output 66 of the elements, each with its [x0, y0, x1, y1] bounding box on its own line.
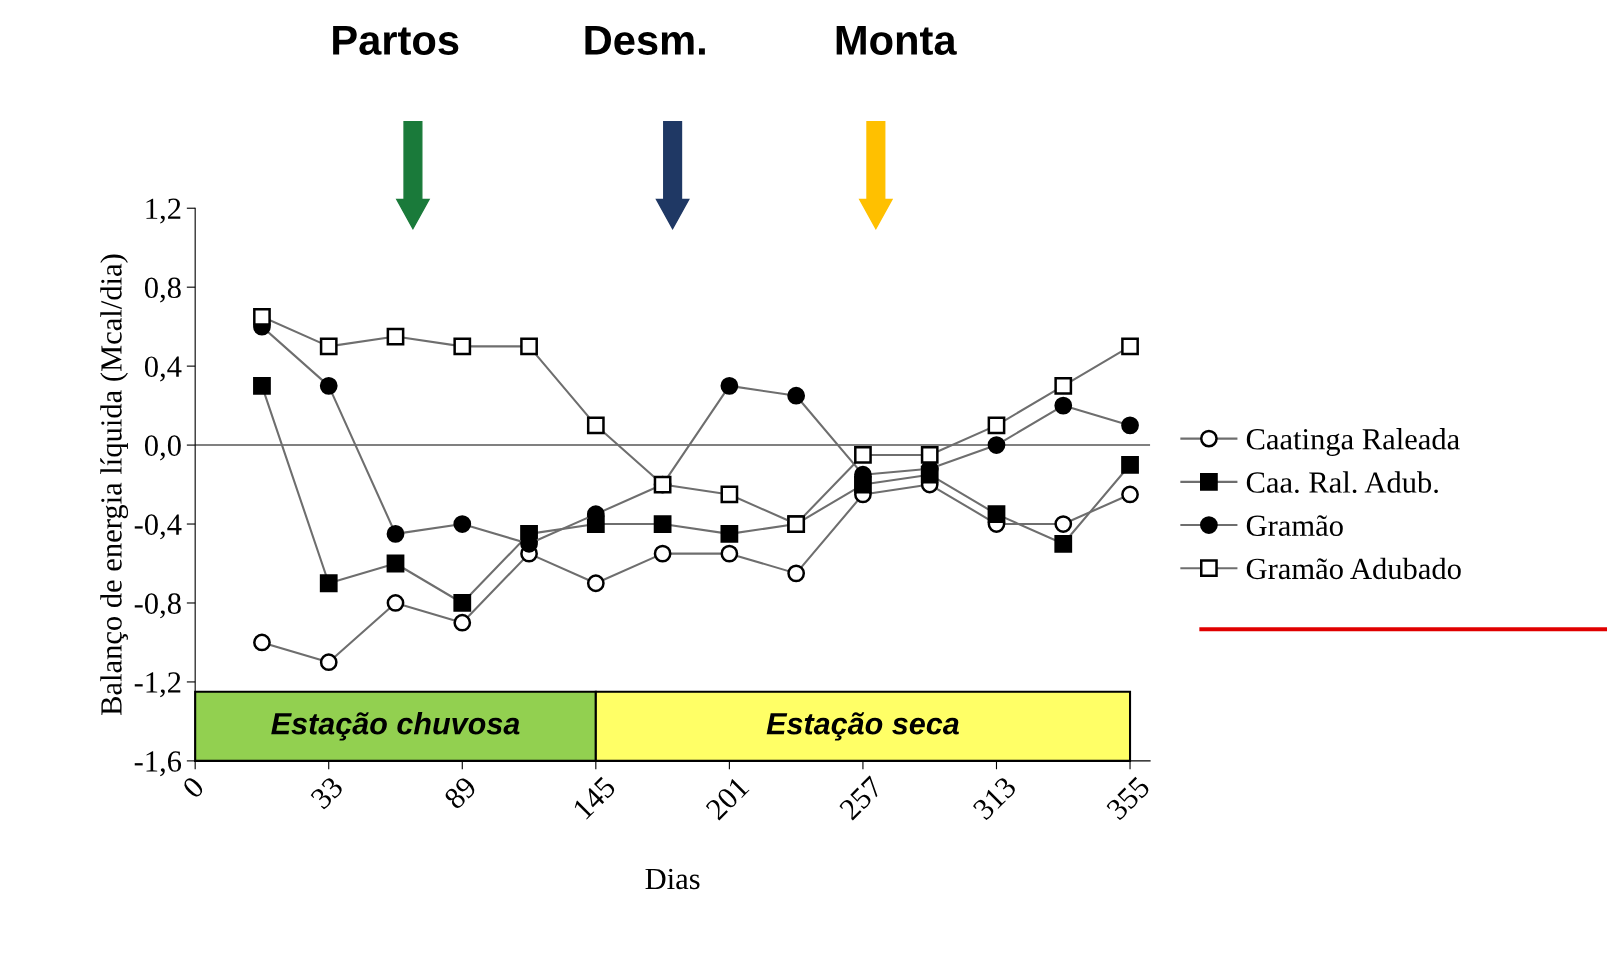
point [720, 376, 739, 395]
band-label: Estação chuvosa [271, 712, 520, 741]
y-axis-title: Balanço de energia líquida (Mcal/dia) [100, 254, 129, 716]
legend-label: Caa. Ral. Adub. [1246, 471, 1438, 493]
point [453, 594, 472, 612]
point [720, 544, 739, 563]
x-tick-label: 313 [972, 775, 1018, 821]
text: Desm. [585, 25, 705, 55]
x-tick-label: 33 [309, 775, 345, 810]
point [1054, 515, 1073, 533]
point [987, 416, 1006, 435]
point [386, 525, 405, 543]
point [386, 327, 405, 346]
point [586, 574, 605, 593]
x-tick-label: 89 [443, 775, 478, 811]
legend-label: Caatinga Raleada [1246, 428, 1460, 456]
point [1121, 416, 1139, 435]
point [653, 515, 672, 533]
point [253, 633, 271, 652]
y-tick-label: -1,2 [134, 672, 181, 698]
point [386, 554, 405, 573]
legend-label: Gramão Adubado [1246, 557, 1461, 580]
text: Monta [836, 25, 957, 55]
point [987, 436, 1006, 454]
band-label: Estação seca [766, 712, 959, 741]
point [253, 307, 271, 326]
point [1121, 455, 1139, 474]
point [319, 574, 338, 593]
y-tick-label: -0,4 [134, 514, 182, 540]
x-tick-label: 0 [181, 775, 206, 800]
point [386, 594, 405, 612]
point [253, 376, 271, 395]
point [319, 376, 338, 395]
point [453, 613, 472, 632]
point [920, 446, 939, 464]
x-tick-label: 145 [572, 775, 617, 820]
y-tick-label: -0,8 [134, 593, 181, 619]
point [653, 544, 672, 563]
point [1054, 376, 1073, 395]
point [453, 337, 472, 356]
x-axis-title: Dias [645, 868, 700, 890]
point [987, 505, 1006, 524]
point [787, 386, 806, 405]
point [520, 337, 538, 356]
text: Partos [333, 25, 459, 55]
point [1121, 337, 1139, 356]
y-tick-label: 0,8 [144, 277, 181, 303]
point [586, 416, 605, 435]
point [319, 653, 338, 672]
point [453, 515, 472, 533]
point [787, 564, 806, 583]
point [319, 337, 338, 356]
x-tick-label: 355 [1105, 775, 1151, 821]
y-tick-label: -1,6 [134, 751, 182, 777]
point [854, 446, 872, 464]
y-tick-label: 1,2 [146, 198, 181, 224]
y-tick-label: 0,4 [144, 356, 182, 382]
x-tick-label: 257 [838, 775, 884, 821]
x-tick-label: 201 [704, 776, 750, 821]
y-tick-label: 0,0 [144, 435, 181, 461]
point [720, 485, 739, 504]
legend-label: Gramão [1246, 515, 1343, 537]
point [1121, 485, 1139, 504]
point [720, 525, 739, 543]
point [1054, 534, 1073, 553]
point [1054, 396, 1073, 415]
